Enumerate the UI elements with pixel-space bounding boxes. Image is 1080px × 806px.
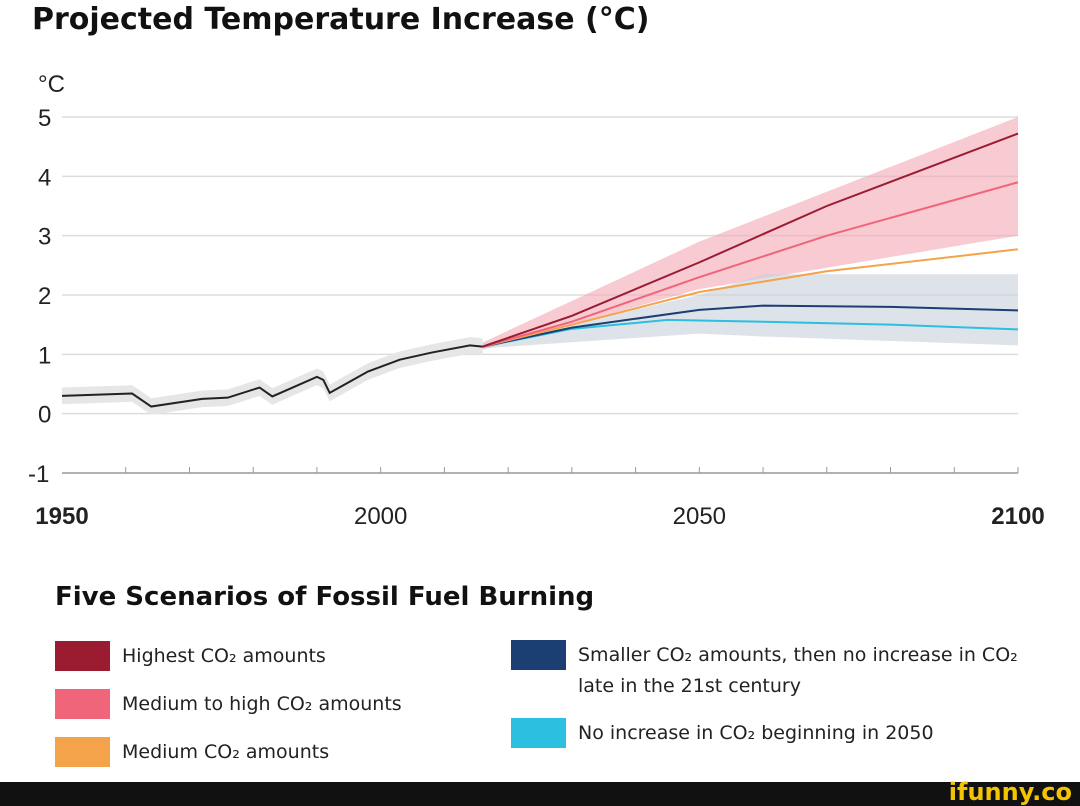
- y-tick-label: 1: [38, 342, 51, 369]
- y-tick-label: -1: [28, 461, 49, 488]
- x-tick-label: 2000: [354, 503, 407, 530]
- legend-swatch: [55, 689, 110, 719]
- historical-line: [61, 344, 483, 408]
- y-tick-label: 0: [38, 402, 51, 429]
- legend-swatch: [511, 640, 566, 670]
- watermark: ifunny.co: [948, 778, 1072, 806]
- legend-swatch: [55, 641, 110, 671]
- legend-label: Smaller CO₂ amounts, then no increase in…: [578, 644, 1018, 697]
- chart-title: Projected Temperature Increase (°C): [32, 2, 650, 37]
- x-tick-label: 2100: [991, 503, 1044, 530]
- x-tick-label: 1950: [35, 503, 88, 530]
- legend-item: No increase in CO₂ beginning in 2050: [511, 718, 934, 749]
- historical-uncertainty-band: [62, 337, 483, 415]
- legend-swatch: [511, 718, 566, 748]
- legend-label: Medium CO₂ amounts: [122, 741, 330, 763]
- y-tick-label: 3: [38, 224, 51, 251]
- y-tick-label: 4: [38, 164, 51, 191]
- legend-item: Smaller CO₂ amounts, then no increase in…: [511, 640, 1051, 702]
- series-line-1: [482, 181, 1019, 348]
- y-tick-label: 2: [38, 283, 51, 310]
- series-line-0: [482, 132, 1019, 348]
- legend-label: No increase in CO₂ beginning in 2050: [578, 722, 934, 744]
- legend-item: Medium to high CO₂ amounts: [55, 689, 402, 720]
- y-axis-label: °C: [38, 71, 65, 98]
- x-tick-label: 2050: [673, 503, 726, 530]
- legend-item: Medium CO₂ amounts: [55, 737, 329, 768]
- footer-bar: ifunny.co: [0, 778, 1080, 806]
- y-tick-label: 5: [38, 105, 51, 132]
- series-line-2: [482, 248, 1019, 348]
- legend-swatch: [55, 737, 110, 767]
- series-line-3: [482, 304, 1019, 348]
- uncertainty-band-1: [482, 274, 1018, 349]
- plot-area: °C -1 0 1 2 3 4 5 1950 2000 2050 2100: [28, 71, 1045, 530]
- legend-label: Medium to high CO₂ amounts: [122, 693, 402, 715]
- legend-item: Highest CO₂ amounts: [55, 641, 326, 672]
- legend-title: Five Scenarios of Fossil Fuel Burning: [55, 582, 595, 612]
- legend-label: Highest CO₂ amounts: [122, 645, 326, 667]
- uncertainty-band-0: [482, 117, 1018, 350]
